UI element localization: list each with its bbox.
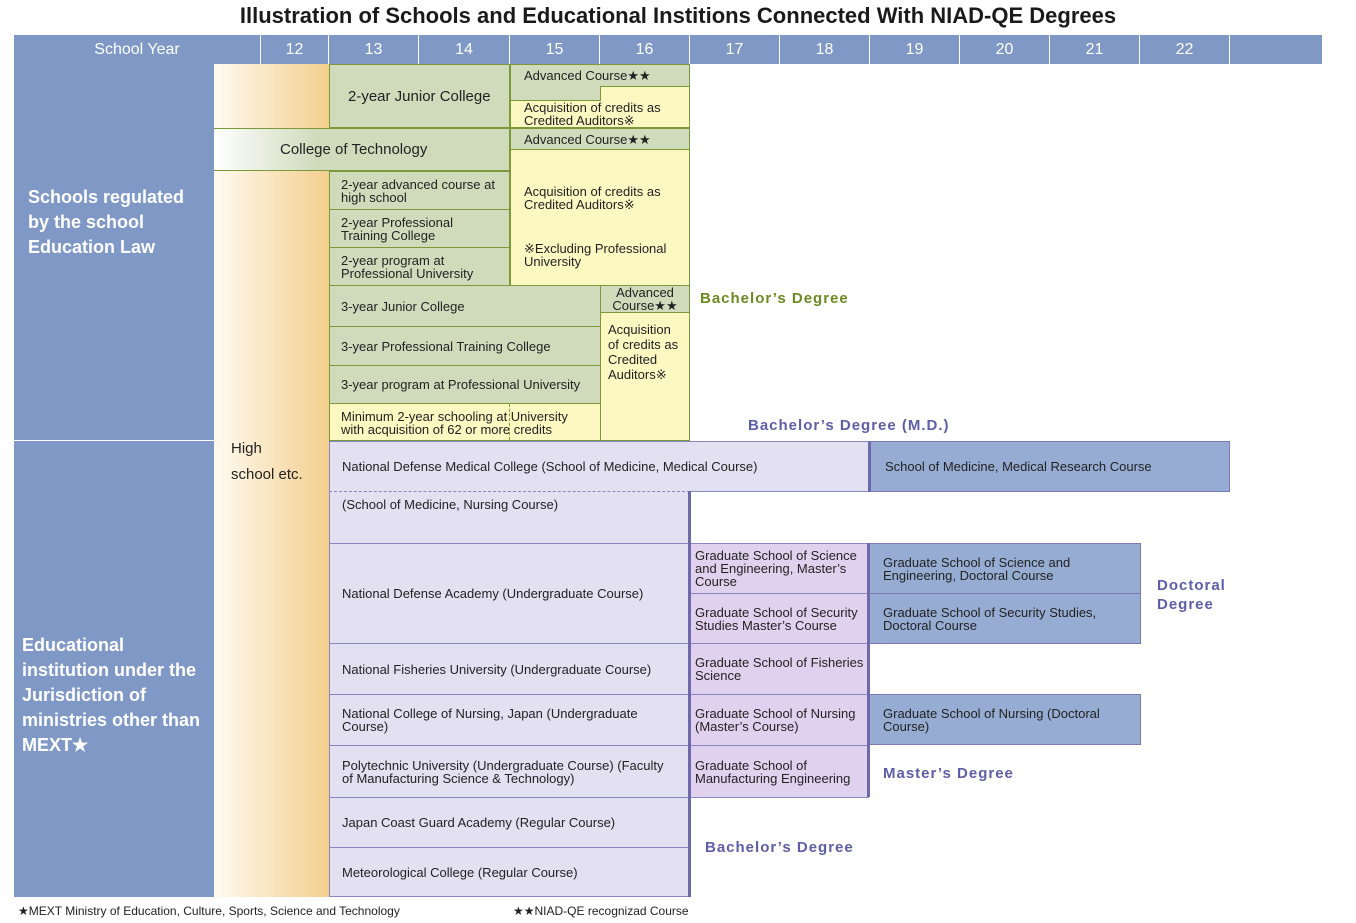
bachelor-degree-label: Bachelor’s Degree	[700, 290, 849, 307]
header-year: 19	[870, 35, 960, 64]
sidebar-upper: Schools regulated by the school Educatio…	[14, 64, 214, 440]
master-degree-label: Master’s Degree	[883, 765, 1014, 782]
header-year: 21	[1050, 35, 1140, 64]
header-year: 16	[600, 35, 690, 64]
professional-university-2: 2-year program at Professional Universit…	[329, 247, 510, 286]
national-defense-medical-college: National Defense Medical College (School…	[329, 441, 869, 492]
header-year: 14	[419, 35, 510, 64]
header-year: 13	[329, 35, 419, 64]
credits-text: Acquisition of credits as Credited Audit…	[524, 100, 661, 128]
advanced-course-step	[510, 86, 601, 101]
advanced-course-high-school: 2-year advanced course at high school	[329, 171, 510, 210]
sidebar-lower: Educational institution under the Jurisd…	[14, 441, 214, 897]
credits-box-2: Acquisition of credits as Credited Audit…	[510, 149, 690, 286]
header-year: 20	[960, 35, 1050, 64]
high-school-label: High	[231, 440, 262, 457]
high-school-label: school etc.	[231, 466, 303, 483]
header-year: 22	[1140, 35, 1230, 64]
polytechnic-university: Polytechnic University (Undergraduate Co…	[329, 745, 690, 798]
college-of-technology: College of Technology	[214, 128, 510, 171]
nursing-masters: Graduate School of Nursing (Master’s Cou…	[690, 694, 869, 746]
bachelor-md-degree-label: Bachelor’s Degree (M.D.)	[748, 417, 950, 434]
footnote-niad: ★★NIAD-QE recognizad Course	[513, 904, 689, 918]
bachelor-boundary-line	[688, 491, 691, 897]
science-engineering-masters: Graduate School of Science and Engineeri…	[690, 543, 869, 594]
doctoral-degree-label: Doctoral Degree	[1157, 577, 1226, 613]
meteorological-college: Meteorological College (Regular Course)	[329, 847, 690, 897]
medical-research-course: School of Medicine, Medical Research Cou…	[868, 441, 1230, 492]
advanced-course-1: Advanced Course★★	[510, 64, 690, 87]
advanced-course-2: Advanced Course★★	[510, 128, 690, 150]
footnote-mext: ★MEXT Ministry of Education, Culture, Sp…	[18, 904, 400, 918]
high-school-column: High school etc.	[214, 64, 329, 897]
header-year: 17	[690, 35, 780, 64]
minimum-schooling: Minimum 2-year schooling at University w…	[329, 403, 601, 441]
professional-university-3: 3-year program at Professional Universit…	[329, 365, 601, 404]
header-year: 12	[261, 35, 329, 64]
national-defense-academy: National Defense Academy (Undergraduate …	[329, 543, 690, 644]
junior-college-3: 3-year Junior College	[329, 285, 601, 327]
japan-coast-guard-academy: Japan Coast Guard Academy (Regular Cours…	[329, 797, 690, 848]
professional-training-college-3: 3-year Professional Training College	[329, 326, 601, 366]
header-year: 15	[510, 35, 600, 64]
credits-box-3: Acquisition of credits as Credited Audit…	[600, 312, 690, 441]
security-studies-masters: Graduate School of Security Studies Mast…	[690, 593, 869, 644]
nursing-doctoral: Graduate School of Nursing (Doctoral Cou…	[868, 694, 1141, 745]
security-studies-doctoral: Graduate School of Security Studies, Doc…	[868, 593, 1141, 644]
junior-college-2: 2-year Junior College	[329, 64, 510, 128]
diagram-title: Illustration of Schools and Educational …	[239, 3, 1117, 28]
credits-text: Acquisition of credits as Credited Audit…	[524, 184, 661, 212]
excluding-note: ※Excluding Professional University	[524, 241, 667, 269]
dashed-divider	[509, 404, 510, 440]
manufacturing-engineering-masters: Graduate School of Manufacturing Enginee…	[690, 745, 869, 798]
fisheries-science-masters: Graduate School of Fisheries Science	[690, 643, 869, 695]
science-engineering-doctoral: Graduate School of Science and Engineeri…	[868, 543, 1141, 594]
nursing-course: (School of Medicine, Nursing Course)	[329, 491, 690, 544]
header-year: 18	[780, 35, 870, 64]
header-school-year: School Year	[14, 35, 261, 64]
national-fisheries-university: National Fisheries University (Undergrad…	[329, 643, 690, 695]
bachelor-degree-label-lower: Bachelor’s Degree	[705, 839, 854, 856]
national-college-of-nursing: National College of Nursing, Japan (Unde…	[329, 694, 690, 746]
professional-training-college-2: 2-year Professional Training College	[329, 209, 510, 248]
header-blank	[1230, 35, 1322, 64]
master-boundary-line	[867, 543, 870, 797]
advanced-course-3: Advanced Course★★	[600, 285, 690, 313]
